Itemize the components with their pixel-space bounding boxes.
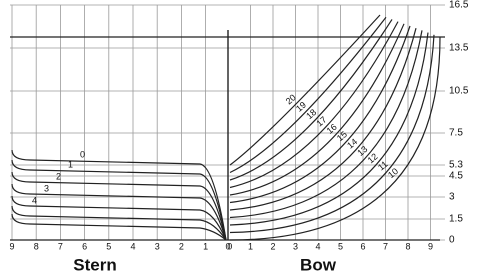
stern-station-label: 4	[32, 195, 37, 205]
waterline-label: 7.5	[449, 128, 463, 139]
stern-station-label: 2	[56, 171, 61, 181]
bow-tick: 9	[428, 241, 433, 251]
stern-tick: 3	[155, 241, 160, 251]
body-plan: Stern Bow 16.5 13.5 10.5 7.5 5.34.5 3 1.5 0 9 8 7 6…	[0, 0, 477, 276]
stern-tick: 9	[9, 241, 14, 251]
waterline-label: 0	[449, 235, 455, 246]
waterline-label: 13.5	[449, 43, 469, 54]
stern-station-label: 0	[80, 149, 85, 159]
stern-tick: 1	[203, 241, 208, 251]
stern-tick: 8	[34, 241, 39, 251]
stern-tick: 2	[179, 241, 184, 251]
bow-label: Bow	[300, 255, 337, 274]
waterline-label: 3	[449, 192, 455, 203]
bow-tick: 6	[360, 241, 365, 251]
bow-tick: 3	[293, 241, 298, 251]
stern-tick: 7	[58, 241, 63, 251]
waterline-label: 4.5	[449, 171, 463, 182]
stern-section	[12, 206, 226, 240]
stern-tick: 5	[106, 241, 111, 251]
stern-station-label: 1	[68, 159, 73, 169]
waterline-label: 5.3	[449, 160, 463, 171]
bow-tick: 2	[270, 241, 275, 251]
stern-tick: 4	[130, 241, 135, 251]
stern-tick: 6	[82, 241, 87, 251]
bow-tick: 7	[383, 241, 388, 251]
bow-tick: 8	[405, 241, 410, 251]
bow-tick: 0	[225, 241, 230, 251]
bow-tick: 4	[315, 241, 320, 251]
waterline-label: 1.5	[449, 214, 463, 225]
waterline-label: 10.5	[449, 86, 469, 97]
waterline-label: 16.5	[449, 0, 469, 11]
stern-label: Stern	[73, 255, 116, 274]
bow-tick: 5	[338, 241, 343, 251]
stern-station-label: 3	[44, 183, 49, 193]
bow-section	[230, 24, 404, 195]
bow-tick: 1	[248, 241, 253, 251]
